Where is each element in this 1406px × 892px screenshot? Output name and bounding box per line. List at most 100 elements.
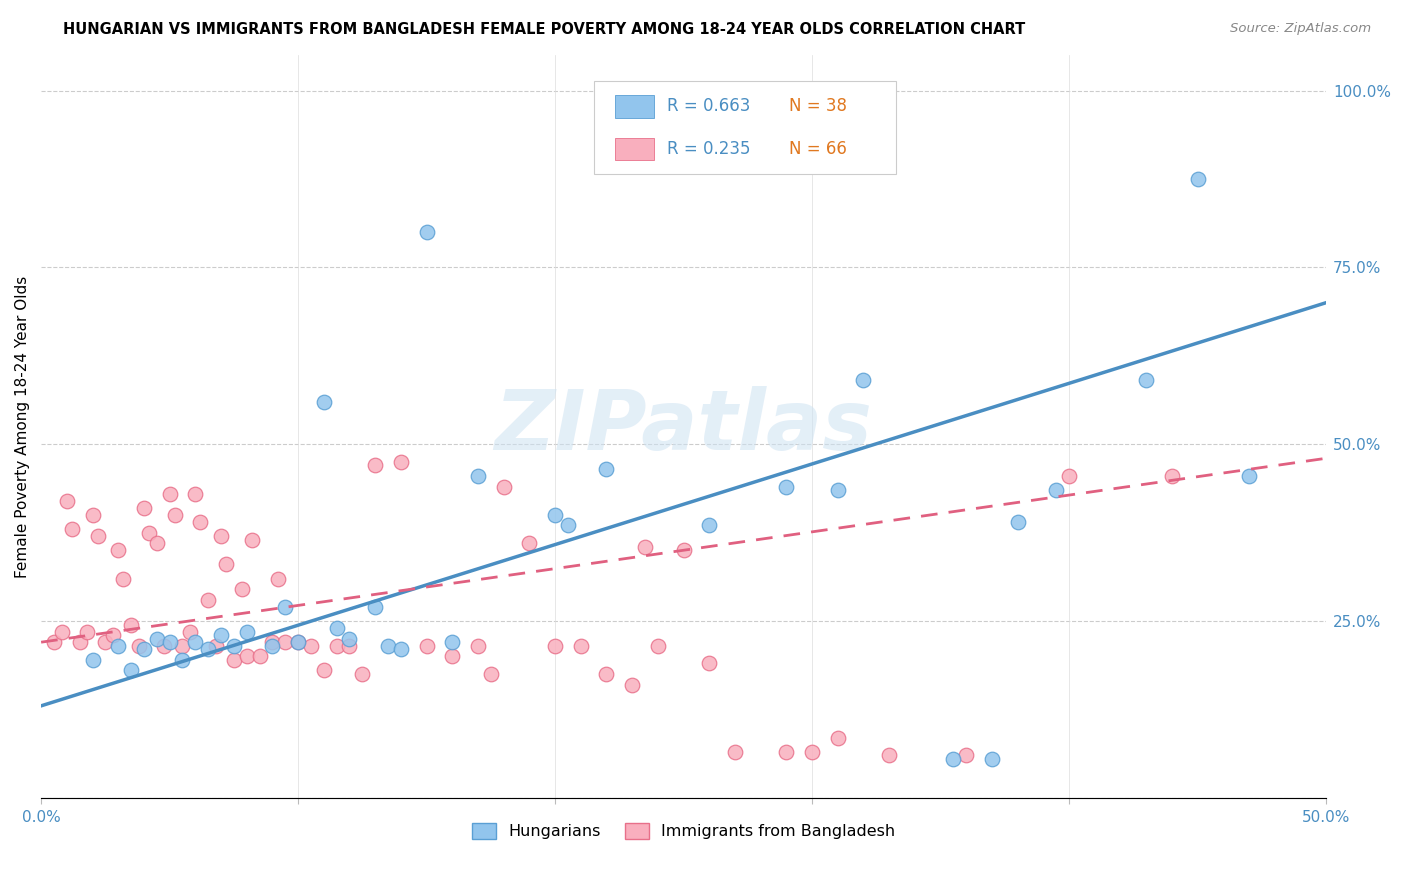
Point <box>222 639 245 653</box>
Point <box>775 745 797 759</box>
Point <box>377 639 399 653</box>
Point <box>312 664 335 678</box>
Point <box>266 572 288 586</box>
Point <box>364 458 387 473</box>
Point <box>179 624 201 639</box>
Point <box>852 374 875 388</box>
Point <box>634 540 657 554</box>
FancyBboxPatch shape <box>593 81 896 174</box>
Point <box>209 529 232 543</box>
Point <box>325 621 347 635</box>
Point <box>163 508 186 522</box>
Point <box>184 486 207 500</box>
Point <box>172 653 194 667</box>
Point <box>827 483 849 497</box>
Text: R = 0.235: R = 0.235 <box>666 140 751 158</box>
Point <box>415 225 437 239</box>
Point <box>647 639 669 653</box>
Point <box>69 635 91 649</box>
Point <box>467 639 489 653</box>
Point <box>197 642 219 657</box>
Point <box>1160 469 1182 483</box>
Point <box>1045 483 1067 497</box>
Point <box>153 639 176 653</box>
Point <box>240 533 263 547</box>
Point <box>107 639 129 653</box>
Point <box>955 748 977 763</box>
Point <box>544 508 567 522</box>
Text: N = 66: N = 66 <box>789 140 846 158</box>
Point <box>287 635 309 649</box>
Point <box>697 518 720 533</box>
Point <box>138 525 160 540</box>
Point <box>56 493 79 508</box>
Legend: Hungarians, Immigrants from Bangladesh: Hungarians, Immigrants from Bangladesh <box>465 816 901 846</box>
Point <box>274 599 297 614</box>
Point <box>274 635 297 649</box>
Point <box>120 664 142 678</box>
Point <box>82 508 104 522</box>
Point <box>76 624 98 639</box>
Point <box>467 469 489 483</box>
Point <box>801 745 824 759</box>
Point <box>82 653 104 667</box>
Point <box>145 632 167 646</box>
Point <box>415 639 437 653</box>
Point <box>222 653 245 667</box>
Point <box>172 639 194 653</box>
Point <box>544 639 567 653</box>
FancyBboxPatch shape <box>616 137 654 160</box>
Point <box>235 624 257 639</box>
Point <box>479 667 502 681</box>
Point <box>827 731 849 745</box>
Text: HUNGARIAN VS IMMIGRANTS FROM BANGLADESH FEMALE POVERTY AMONG 18-24 YEAR OLDS COR: HUNGARIAN VS IMMIGRANTS FROM BANGLADESH … <box>63 22 1025 37</box>
Point <box>128 639 150 653</box>
Y-axis label: Female Poverty Among 18-24 Year Olds: Female Poverty Among 18-24 Year Olds <box>15 276 30 578</box>
Point <box>775 480 797 494</box>
Point <box>569 639 592 653</box>
Point <box>697 657 720 671</box>
Point <box>299 639 322 653</box>
Point <box>42 635 65 649</box>
Point <box>94 635 117 649</box>
Point <box>724 745 747 759</box>
Point <box>86 529 108 543</box>
Point <box>595 667 617 681</box>
Point <box>101 628 124 642</box>
Point <box>159 635 181 649</box>
Point <box>389 455 412 469</box>
Point <box>190 515 212 529</box>
Text: Source: ZipAtlas.com: Source: ZipAtlas.com <box>1230 22 1371 36</box>
Point <box>389 642 412 657</box>
Point <box>205 639 228 653</box>
Point <box>364 599 387 614</box>
Point <box>132 642 155 657</box>
Point <box>132 500 155 515</box>
Point <box>235 649 257 664</box>
Point <box>262 635 284 649</box>
Point <box>107 543 129 558</box>
Point <box>339 639 361 653</box>
Point <box>877 748 900 763</box>
FancyBboxPatch shape <box>616 95 654 118</box>
Point <box>441 635 464 649</box>
Point <box>1187 172 1209 186</box>
Point <box>120 617 142 632</box>
Point <box>184 635 207 649</box>
Point <box>60 522 83 536</box>
Point <box>145 536 167 550</box>
Point <box>339 632 361 646</box>
Point <box>325 639 347 653</box>
Point <box>209 628 232 642</box>
Point <box>441 649 464 664</box>
Point <box>262 639 284 653</box>
Point <box>981 752 1004 766</box>
Point <box>1135 374 1157 388</box>
Point <box>51 624 73 639</box>
Point <box>672 543 695 558</box>
Point <box>312 394 335 409</box>
Point <box>1057 469 1080 483</box>
Text: R = 0.663: R = 0.663 <box>666 97 751 115</box>
Text: N = 38: N = 38 <box>789 97 846 115</box>
Point <box>249 649 271 664</box>
